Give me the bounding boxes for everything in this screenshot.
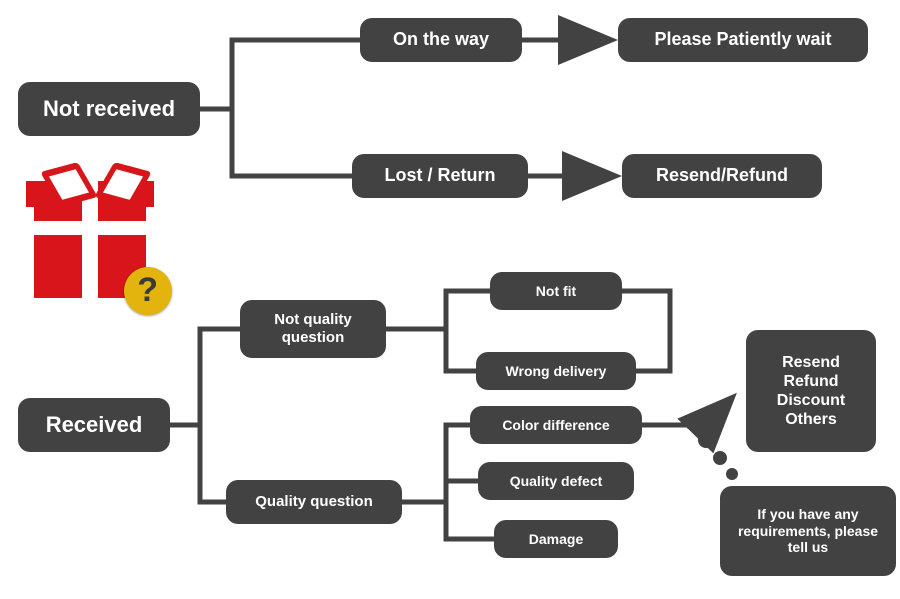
node-not-received: Not received [18, 82, 200, 136]
node-please-wait: Please Patiently wait [618, 18, 868, 62]
node-lost-return: Lost / Return [352, 154, 528, 198]
node-outcome: Resend Refund Discount Others [746, 330, 876, 452]
node-wrong-delivery: Wrong delivery [476, 352, 636, 390]
node-quality-defect: Quality defect [478, 462, 634, 500]
thought-dot [713, 451, 727, 465]
question-mark-icon: ? [124, 267, 172, 315]
thought-dot [726, 468, 738, 480]
thought-dot [698, 432, 714, 448]
node-damage: Damage [494, 520, 618, 558]
node-not-quality: Not quality question [240, 300, 386, 358]
gift-icon: ? [30, 178, 150, 298]
node-tell-us: If you have any requirements, please tel… [720, 486, 896, 576]
node-resend-refund: Resend/Refund [622, 154, 822, 198]
node-color-diff: Color difference [470, 406, 642, 444]
node-on-the-way: On the way [360, 18, 522, 62]
node-not-fit: Not fit [490, 272, 622, 310]
gift-ribbon-horizontal [34, 221, 146, 235]
node-quality: Quality question [226, 480, 402, 524]
node-received: Received [18, 398, 170, 452]
